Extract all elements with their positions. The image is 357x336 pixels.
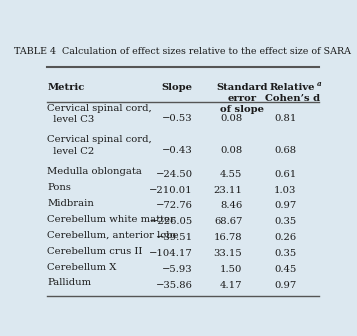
Text: −0.43: −0.43 [162, 146, 193, 155]
Text: 0.08: 0.08 [220, 114, 242, 123]
Text: −104.17: −104.17 [149, 249, 193, 258]
Text: 1.03: 1.03 [274, 185, 296, 195]
Text: 16.78: 16.78 [214, 233, 242, 242]
Text: 33.15: 33.15 [214, 249, 242, 258]
Text: Standard
error
of slope: Standard error of slope [217, 83, 268, 114]
Text: −210.01: −210.01 [149, 185, 193, 195]
Text: −35.86: −35.86 [156, 281, 193, 290]
Text: 0.08: 0.08 [220, 146, 242, 155]
Text: a: a [317, 80, 322, 88]
Text: Metric: Metric [47, 83, 85, 92]
Text: Cerebellum X: Cerebellum X [47, 263, 117, 271]
Text: −226.05: −226.05 [149, 217, 193, 226]
Text: 0.35: 0.35 [274, 249, 296, 258]
Text: 68.67: 68.67 [214, 217, 242, 226]
Text: 0.35: 0.35 [274, 217, 296, 226]
Text: 23.11: 23.11 [213, 185, 242, 195]
Text: Medulla oblongata: Medulla oblongata [47, 167, 142, 176]
Text: Slope: Slope [162, 83, 193, 92]
Text: Cerebellum crus II: Cerebellum crus II [47, 247, 143, 256]
Text: 8.46: 8.46 [220, 202, 242, 210]
Text: 0.45: 0.45 [274, 265, 296, 274]
Text: 4.55: 4.55 [220, 170, 242, 179]
Text: −24.50: −24.50 [156, 170, 193, 179]
Text: 1.50: 1.50 [220, 265, 242, 274]
Text: Cerebellum white matter: Cerebellum white matter [47, 215, 175, 224]
Text: 0.97: 0.97 [274, 281, 296, 290]
Text: 0.97: 0.97 [274, 202, 296, 210]
Text: Pallidum: Pallidum [47, 279, 91, 288]
Text: Cervical spinal cord,
  level C2: Cervical spinal cord, level C2 [47, 135, 152, 156]
Text: Pons: Pons [47, 183, 71, 192]
Text: 0.68: 0.68 [274, 146, 296, 155]
Text: −0.53: −0.53 [162, 114, 193, 123]
Text: −72.76: −72.76 [156, 202, 193, 210]
Text: Cervical spinal cord,
  level C3: Cervical spinal cord, level C3 [47, 104, 152, 124]
Text: 0.61: 0.61 [274, 170, 296, 179]
Text: −39.51: −39.51 [156, 233, 193, 242]
Text: 0.26: 0.26 [274, 233, 296, 242]
Text: −5.93: −5.93 [162, 265, 193, 274]
Text: Cerebellum, anterior lobe: Cerebellum, anterior lobe [47, 231, 179, 240]
Text: 0.81: 0.81 [274, 114, 296, 123]
Text: Midbrain: Midbrain [47, 199, 94, 208]
Text: 4.17: 4.17 [220, 281, 242, 290]
Text: Relative
Cohen’s d: Relative Cohen’s d [265, 83, 320, 103]
Text: TABLE 4  Calculation of effect sizes relative to the effect size of SARA: TABLE 4 Calculation of effect sizes rela… [15, 47, 351, 56]
